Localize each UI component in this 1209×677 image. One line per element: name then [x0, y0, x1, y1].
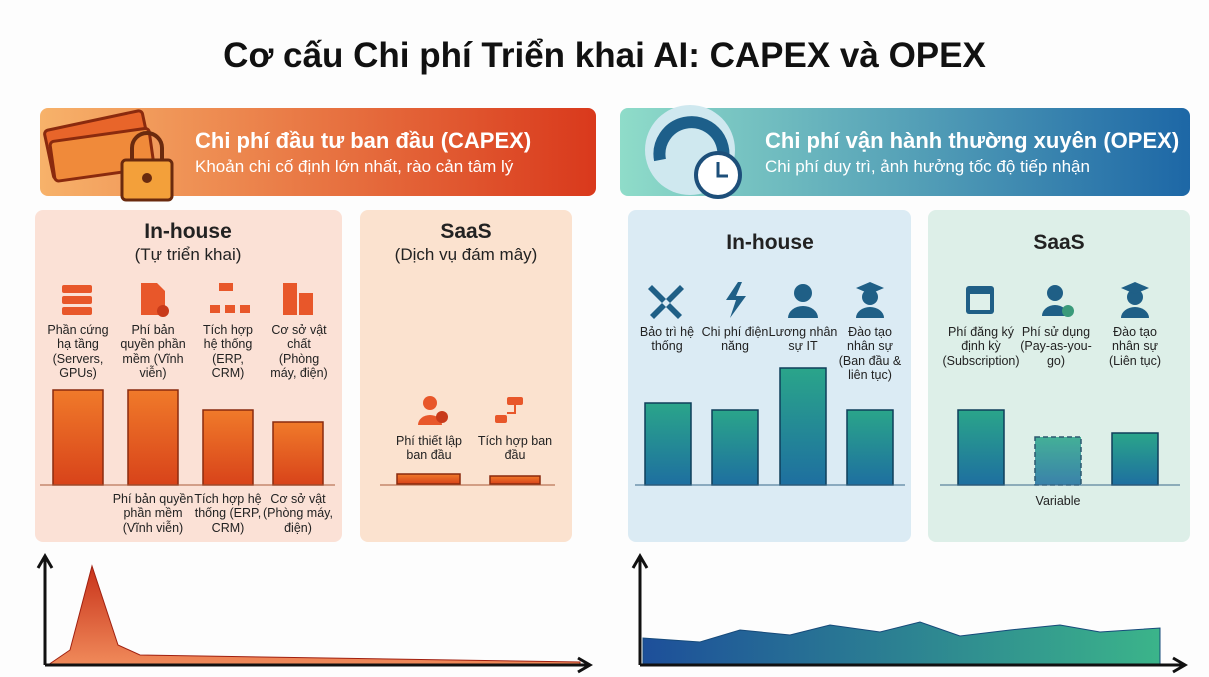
item-label: Phí đăng ký định kỳ (Subscription) [942, 325, 1020, 368]
panel-title: SaaS [1033, 231, 1085, 254]
opex-inhouse-panel [628, 210, 911, 542]
capex-inhouse-panel [35, 210, 342, 542]
page-title: Cơ cấu Chi phí Triển khai AI: CAPEX và O… [223, 36, 986, 75]
item-label: Bảo trì hệ thống [639, 325, 695, 354]
capex-banner [40, 108, 596, 196]
capex-subtitle: Khoản chi cố định lớn nhất, rào cản tâm … [195, 157, 514, 176]
opex-trend [631, 553, 1188, 674]
opex-saas-panel [928, 210, 1190, 542]
item-label: Đào tạo nhân sự (Ban đầu & liên tục) [838, 325, 902, 383]
panel-title: In-house [726, 231, 814, 254]
item-label: Cơ sở vật chất (Phòng máy, điện) [270, 323, 328, 381]
item-label: Chi phí điện năng [701, 325, 769, 354]
bar-label: Cơ sở vật (Phòng máy, điện) [263, 492, 333, 535]
panel-subtitle: (Tự triển khai) [134, 245, 242, 264]
opex-title: Chi phí vận hành thường xuyên (OPEX) [765, 128, 1180, 153]
item-label: Phí bản quyền phần mềm (Vĩnh viễn) [120, 323, 186, 381]
panel-title: SaaS [440, 220, 492, 243]
note: Variable [1035, 494, 1081, 508]
capex-bars [52, 389, 541, 486]
item-label: Phí sử dụng (Pay-as-you-go) [1020, 325, 1092, 368]
panel-subtitle: (Dịch vụ đám mây) [394, 245, 538, 264]
opex-banner [620, 108, 1190, 196]
item-label: Đào tạo nhân sự (Liên tục) [1108, 325, 1162, 368]
opex-icons [648, 282, 1149, 319]
item-label: Tích hợp hệ thống (ERP, CRM) [203, 323, 253, 381]
bar-label: Tích hợp hệ thống (ERP, CRM) [194, 492, 262, 535]
capex-icons [62, 283, 523, 425]
capex-trend [36, 553, 593, 674]
cycle-icon [645, 105, 742, 199]
item-label: Phần cứng hạ tầng (Servers, GPUs) [47, 323, 109, 381]
item-label: Tích hợp ban đầu [477, 434, 553, 463]
capex-saas-panel [360, 210, 572, 542]
opex-bars [644, 367, 1159, 486]
opex-subtitle: Chi phí duy trì, ảnh hưởng tốc độ tiếp n… [765, 157, 1090, 176]
money-icon [43, 109, 174, 202]
item-label: Phí thiết lập ban đầu [395, 434, 462, 463]
bar-label: Phí bản quyền phần mềm (Vĩnh viễn) [112, 492, 194, 535]
capex-title: Chi phí đầu tư ban đầu (CAPEX) [195, 128, 532, 153]
item-label: Lương nhân sự IT [768, 325, 838, 354]
panel-title: In-house [144, 220, 232, 243]
